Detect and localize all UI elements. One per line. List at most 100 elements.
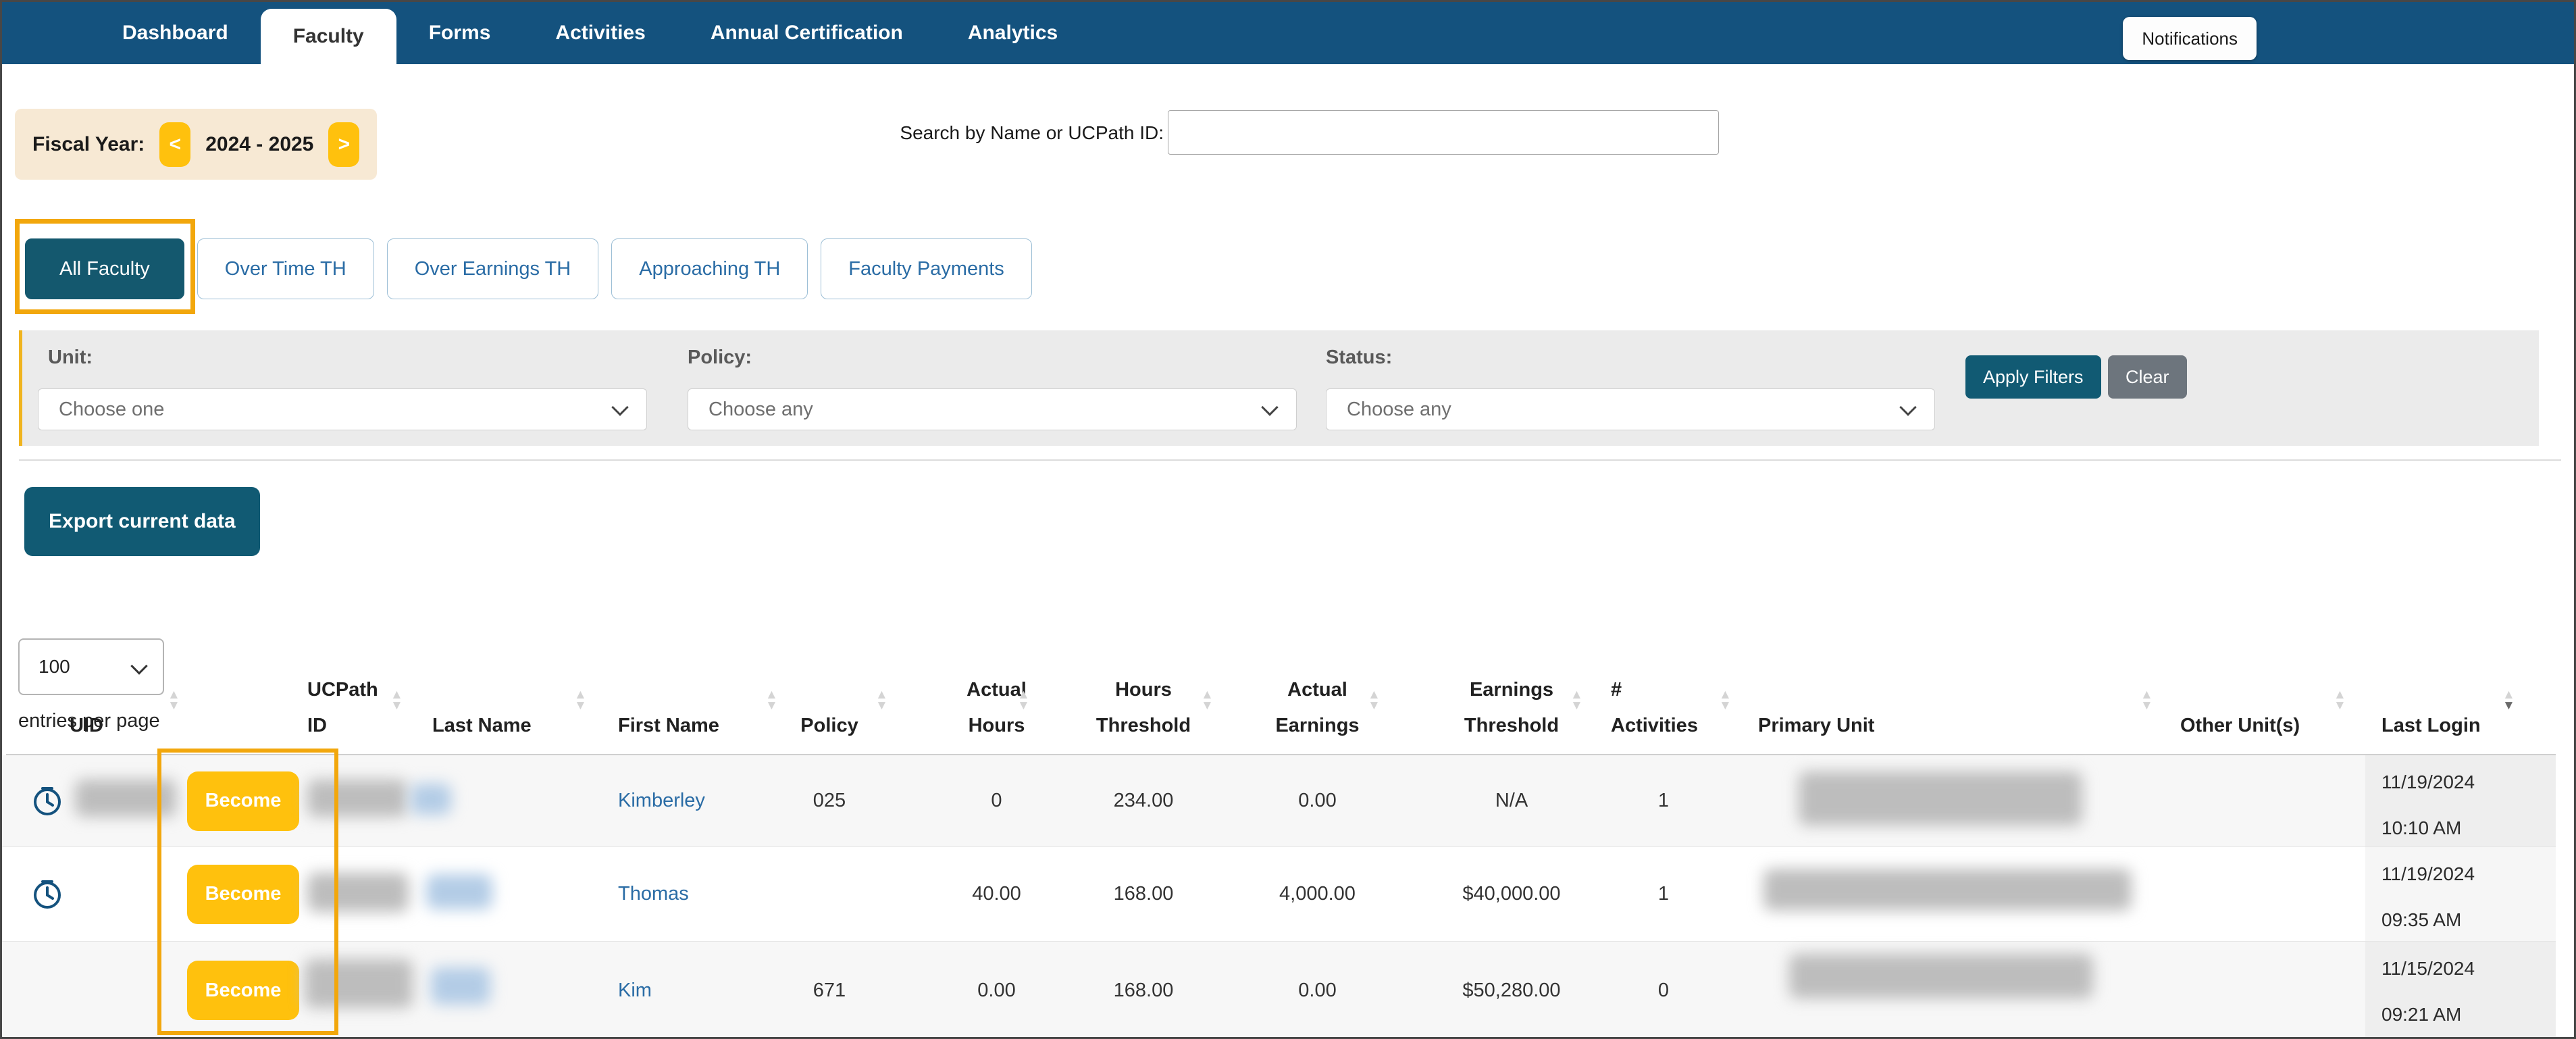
hours-threshold-cell: 168.00 <box>1113 883 1174 905</box>
column-header-last-login[interactable]: Last Login <box>2381 715 2481 737</box>
last-login-date: 11/19/2024 <box>2381 863 2475 884</box>
earnings-threshold-cell: $40,000.00 <box>1462 883 1561 905</box>
fiscal-year-value: 2024 - 2025 <box>205 132 314 155</box>
table-header: UID UCPath ID Last Name First Name Polic… <box>2 671 2574 754</box>
chevron-down-icon <box>611 399 629 416</box>
fiscal-year-prev-button[interactable]: < <box>159 122 191 167</box>
fiscal-year-panel: Fiscal Year: < 2024 - 2025 > <box>15 109 378 180</box>
actual-earnings-cell: 0.00 <box>1298 790 1337 811</box>
search-label: Search by Name or UCPath ID: <box>900 122 1164 143</box>
search-input[interactable] <box>1168 110 1719 155</box>
sort-icon[interactable]: ▲ ▼ <box>2140 688 2153 713</box>
sort-icon[interactable]: ▲ ▼ <box>2334 688 2346 713</box>
nav-item-analytics[interactable]: Analytics <box>967 22 1058 44</box>
policy-cell: 671 <box>813 979 846 1001</box>
policy-select[interactable]: Choose any <box>688 388 1297 430</box>
tab-all-faculty[interactable]: All Faculty <box>25 238 184 299</box>
sort-icon[interactable]: ▲ ▼ <box>1017 688 1030 713</box>
other-units-cell <box>2180 847 2329 941</box>
sort-icon[interactable]: ▲ ▼ <box>168 688 180 713</box>
last-login-cell: 11/15/2024 09:21 AM <box>2365 942 2556 1037</box>
sort-icon[interactable]: ▲ ▼ <box>1570 688 1583 713</box>
other-units-cell <box>2180 942 2329 1037</box>
tab-approaching-th[interactable]: Approaching TH <box>611 238 808 299</box>
nav-item-dashboard[interactable]: Dashboard <box>122 22 228 44</box>
activities-cell: 0 <box>1657 979 1670 1001</box>
column-header-ucpath-id[interactable]: UCPath ID <box>307 678 378 737</box>
actual-earnings-cell: 4,000.00 <box>1279 883 1356 905</box>
hours-threshold-cell: 234.00 <box>1113 790 1174 811</box>
sort-icon[interactable]: ▲ ▼ <box>875 688 888 713</box>
last-login-date: 11/19/2024 <box>2381 771 2475 792</box>
last-login-cell: 11/19/2024 10:10 AM <box>2365 755 2556 846</box>
tab-faculty-payments[interactable]: Faculty Payments <box>821 238 1032 299</box>
policy-select-value: Choose any <box>709 398 813 420</box>
become-button[interactable]: Become <box>187 771 299 831</box>
nav-item-faculty-active[interactable]: Faculty <box>260 9 396 64</box>
page-size-select[interactable]: 100 <box>18 638 164 695</box>
tab-over-earnings-th[interactable]: Over Earnings TH <box>386 238 599 299</box>
column-header-hours-threshold[interactable]: Hours Threshold <box>1096 678 1191 737</box>
column-header-policy[interactable]: Policy <box>800 715 858 737</box>
fiscal-year-next-button[interactable]: > <box>328 122 360 167</box>
column-header-primary-unit[interactable]: Primary Unit <box>1758 715 1875 737</box>
apply-filters-button[interactable]: Apply Filters <box>1965 355 2101 399</box>
clear-filters-button[interactable]: Clear <box>2108 355 2187 399</box>
redacted-primary-unit <box>1789 954 2093 998</box>
other-units-cell <box>2180 755 2329 846</box>
column-header-first-name[interactable]: First Name <box>618 715 719 737</box>
unit-filter-label: Unit: <box>48 347 93 368</box>
sort-icon-last-login-desc[interactable]: ▲ ▼ <box>2502 688 2515 713</box>
activities-cell: 1 <box>1657 883 1670 905</box>
become-button[interactable]: Become <box>187 864 299 924</box>
column-header-other-units[interactable]: Other Unit(s) <box>2180 715 2300 737</box>
earnings-threshold-cell: N/A <box>1495 790 1528 811</box>
sort-icon[interactable]: ▲ ▼ <box>574 688 587 713</box>
export-current-data-button[interactable]: Export current data <box>24 487 260 556</box>
earnings-threshold-cell: $50,280.00 <box>1462 979 1561 1001</box>
entries-per-page-label: entries per page <box>18 710 160 732</box>
nav-item-forms[interactable]: Forms <box>428 22 491 44</box>
fiscal-year-label: Fiscal Year: <box>32 132 145 155</box>
nav-item-annual-certification[interactable]: Annual Certification <box>710 22 903 44</box>
chevron-down-icon <box>1899 399 1917 416</box>
status-select[interactable]: Choose any <box>1326 388 1935 430</box>
redacted-last-name <box>411 784 451 815</box>
sort-icon[interactable]: ▲ ▼ <box>765 688 778 713</box>
actual-hours-cell: 0 <box>991 790 1002 811</box>
sort-icon[interactable]: ▲ ▼ <box>1201 688 1214 713</box>
column-header-earnings-threshold[interactable]: Earnings Threshold <box>1464 678 1560 737</box>
notifications-button[interactable]: Notifications <box>2123 17 2257 60</box>
sort-icon[interactable]: ▲ ▼ <box>390 688 403 713</box>
column-header-actual-earnings[interactable]: Actual Earnings <box>1275 678 1360 737</box>
column-header-actual-hours[interactable]: Actual Hours <box>967 678 1027 737</box>
tab-over-time-th[interactable]: Over Time TH <box>197 238 374 299</box>
policy-filter-label: Policy: <box>688 347 752 368</box>
last-login-time: 09:21 AM <box>2381 1004 2462 1025</box>
table-row: Become Kim 671 0.00 168.00 0.00 $50,280.… <box>2 941 2556 1037</box>
header-divider <box>6 754 2556 755</box>
first-name-link[interactable]: Kimberley <box>618 790 705 811</box>
actual-hours-cell: 0.00 <box>977 979 1016 1001</box>
last-login-date: 11/15/2024 <box>2381 958 2475 979</box>
redacted-ucpath-id <box>307 780 407 817</box>
status-filter-label: Status: <box>1326 347 1393 368</box>
nav-item-activities[interactable]: Activities <box>555 22 646 44</box>
history-clock-icon[interactable] <box>32 786 63 817</box>
last-login-time: 10:10 AM <box>2381 817 2462 838</box>
last-login-cell: 11/19/2024 09:35 AM <box>2365 847 2556 941</box>
sort-icon[interactable]: ▲ ▼ <box>1719 688 1732 713</box>
first-name-link[interactable]: Thomas <box>618 883 689 905</box>
history-clock-icon[interactable] <box>32 879 63 910</box>
unit-select[interactable]: Choose one <box>38 388 647 430</box>
become-button[interactable]: Become <box>187 961 299 1020</box>
table-row: Become Thomas 40.00 168.00 4,000.00 $40,… <box>2 846 2556 941</box>
chevron-down-icon <box>1261 399 1279 416</box>
redacted-last-name <box>426 874 492 909</box>
policy-cell <box>779 847 880 941</box>
column-header-last-name[interactable]: Last Name <box>432 715 532 737</box>
sort-icon[interactable]: ▲ ▼ <box>1368 688 1381 713</box>
first-name-link[interactable]: Kim <box>618 979 652 1001</box>
column-header-uid[interactable]: UID <box>70 715 103 737</box>
column-header-activities[interactable]: # Activities <box>1611 678 1698 737</box>
